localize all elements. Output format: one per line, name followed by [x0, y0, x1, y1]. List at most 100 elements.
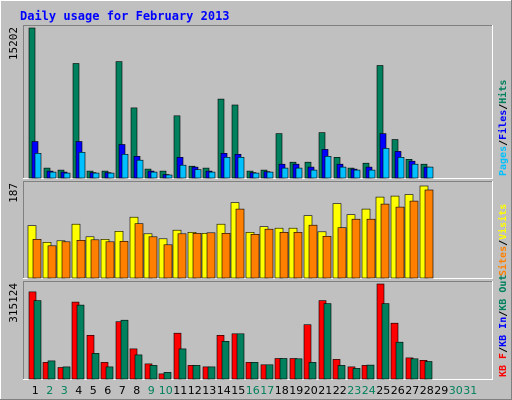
- bar-kb-out-day-undefined: [236, 333, 245, 380]
- bar-kb-out-day-undefined: [47, 360, 56, 380]
- x-tick-label-day-27: 27: [405, 384, 419, 397]
- x-tick-label-day-1: 1: [32, 384, 39, 397]
- bar-kb-out-day-undefined: [134, 354, 143, 380]
- legend-entry-kb-in: KB In: [498, 317, 509, 347]
- bar-sites-day-undefined: [192, 233, 202, 279]
- x-tick-label-day-14: 14: [217, 384, 231, 397]
- x-tick-label-day-23: 23: [347, 384, 361, 397]
- x-tick-label-day-30: 30: [449, 384, 463, 397]
- x-tick-label-day-17: 17: [260, 384, 274, 397]
- bar-kb-out-day-undefined: [308, 362, 317, 380]
- bar-kb-out-day-undefined: [178, 348, 187, 380]
- legend-entry-hits: Hits: [497, 80, 509, 104]
- x-tick-label-day-8: 8: [133, 384, 140, 397]
- x-tick-label-day-20: 20: [304, 384, 318, 397]
- chart-title: Daily usage for February 2013: [20, 9, 230, 23]
- bar-sites-day-undefined: [105, 241, 115, 279]
- bar-sites-day-undefined: [380, 203, 390, 279]
- bar-pages-day-28: [426, 166, 434, 179]
- bar-kb-out-day-undefined: [294, 358, 303, 380]
- legend-separator: /: [498, 311, 509, 317]
- x-tick-label-day-18: 18: [275, 384, 289, 397]
- x-tick-label-day-19: 19: [289, 384, 303, 397]
- bar-pages-day-18: [281, 167, 289, 179]
- x-tick-label-day-28: 28: [420, 384, 434, 397]
- bar-sites-day-undefined: [90, 239, 100, 279]
- bar-kb-out-day-undefined: [337, 365, 346, 380]
- bar-pages-day-1: [34, 153, 42, 179]
- chart-panel-3: 315124 KB F/KB In/KB Out: [7, 275, 509, 380]
- legend: KB F/KB In/KB Out: [498, 275, 509, 377]
- x-tick-label-day-9: 9: [148, 384, 155, 397]
- x-tick-label-day-5: 5: [90, 384, 97, 397]
- bar-pages-day-20: [310, 169, 318, 179]
- bar-pages-day-27: [411, 163, 419, 179]
- bar-pages-day-17: [266, 171, 274, 179]
- legend-entry-sites: Sites: [497, 246, 509, 276]
- x-tick-label-day-10: 10: [159, 384, 173, 397]
- legend-separator: /: [498, 347, 509, 353]
- bar-pages-day-26: [397, 157, 405, 179]
- bar-pages-day-19: [295, 167, 303, 179]
- chart-panels: 15202Pages/Files/Hits187Sites/Visits3151…: [7, 25, 509, 380]
- bar-pages-day-8: [136, 159, 144, 179]
- x-tick-label-day-24: 24: [362, 384, 376, 397]
- bar-pages-day-22: [339, 166, 347, 179]
- bar-kb-out-day-undefined: [91, 353, 100, 380]
- x-tick-label-day-12: 12: [188, 384, 202, 397]
- bar-kb-out-day-undefined: [163, 372, 172, 380]
- bar-pages-day-15: [237, 157, 245, 179]
- bar-sites-day-undefined: [163, 244, 173, 279]
- bar-sites-day-undefined: [32, 239, 42, 279]
- bar-pages-day-3: [63, 172, 71, 179]
- bar-sites-day-undefined: [221, 233, 231, 279]
- legend-entry-kb-out: KB Out: [498, 275, 509, 311]
- bar-sites-day-undefined: [279, 232, 289, 279]
- bar-pages-day-4: [78, 152, 86, 179]
- x-tick-label-day-13: 13: [202, 384, 216, 397]
- bar-pages-day-9: [150, 171, 158, 179]
- bar-sites-day-undefined: [264, 228, 274, 279]
- bar-pages-day-6: [107, 172, 115, 179]
- bar-pages-day-7: [121, 154, 129, 179]
- x-tick-label-day-15: 15: [231, 384, 245, 397]
- legend: Sites/Visits: [497, 204, 509, 276]
- y-axis-max-label: 315124: [7, 283, 20, 323]
- bar-sites-day-undefined: [235, 208, 245, 279]
- bar-sites-day-undefined: [337, 227, 347, 279]
- bar-sites-day-undefined: [351, 218, 361, 279]
- bar-pages-day-23: [353, 169, 361, 179]
- bar-sites-day-undefined: [148, 236, 158, 279]
- bar-kb-out-day-undefined: [279, 358, 288, 380]
- bar-sites-day-undefined: [322, 236, 332, 279]
- bar-pages-day-21: [324, 156, 332, 179]
- x-tick-label-day-26: 26: [391, 384, 405, 397]
- bar-sites-day-undefined: [61, 241, 71, 279]
- x-tick-label-day-31: 31: [463, 384, 477, 397]
- bar-kb-out-day-undefined: [62, 366, 71, 380]
- chart-panel-2: 187 Sites/Visits: [7, 181, 509, 279]
- bar-pages-day-2: [49, 171, 57, 179]
- bar-sites-day-undefined: [119, 241, 129, 279]
- bar-pages-day-24: [368, 169, 376, 179]
- x-tick-label-day-21: 21: [318, 384, 332, 397]
- bar-kb-f-day-undefined: [303, 324, 312, 380]
- bar-pages-day-5: [92, 172, 100, 179]
- bar-kb-out-day-undefined: [33, 300, 42, 380]
- bar-kb-out-day-undefined: [323, 303, 332, 380]
- plot-area: [23, 25, 492, 178]
- bar-pages-day-12: [194, 169, 202, 179]
- bar-pages-day-11: [179, 164, 187, 179]
- x-tick-label-day-29: 29: [434, 384, 448, 397]
- bar-kb-out-day-undefined: [120, 319, 129, 380]
- x-tick-label-day-22: 22: [333, 384, 347, 397]
- legend-separator: /: [498, 104, 509, 110]
- bar-kb-out-day-undefined: [76, 304, 85, 380]
- bar-kb-out-day-undefined: [424, 361, 433, 380]
- bar-sites-day-undefined: [395, 206, 405, 279]
- bar-pages-day-16: [252, 172, 260, 179]
- bar-kb-out-day-undefined: [395, 341, 404, 380]
- bar-kb-out-day-undefined: [207, 366, 216, 380]
- bar-sites-day-undefined: [206, 232, 216, 279]
